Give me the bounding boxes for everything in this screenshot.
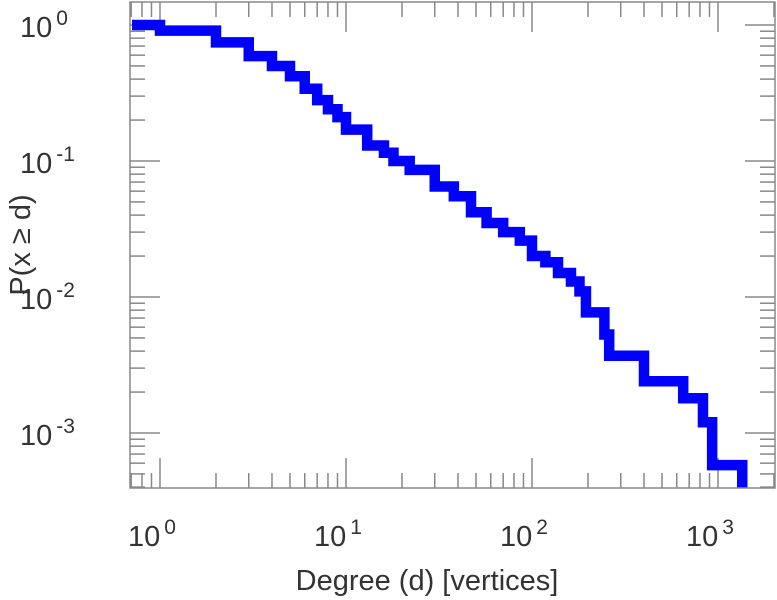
tick-base: 10 (314, 521, 346, 553)
tick-base: 10 (20, 12, 52, 44)
tick-base: 10 (128, 521, 160, 553)
series-line-ccdf (132, 19, 748, 488)
tick-base: 10 (500, 521, 532, 553)
tick-base: 10 (20, 284, 52, 316)
axis-ticks (130, 2, 775, 488)
tick-base: 10 (20, 148, 52, 180)
tick-exponent: -3 (56, 415, 75, 438)
x-tick-label: 10 3 (686, 516, 734, 553)
tick-exponent: 3 (722, 516, 734, 539)
y-tick-label: 10 -1 (20, 143, 75, 180)
tick-exponent: -2 (56, 279, 75, 302)
x-tick-label: 10 0 (128, 516, 176, 553)
x-tick-label: 10 2 (500, 516, 548, 553)
tick-base: 10 (20, 420, 52, 452)
tick-exponent: 0 (164, 516, 176, 539)
tick-exponent: 1 (350, 516, 362, 539)
x-axis-label: Degree (d) [vertices] (296, 565, 559, 597)
tick-exponent: -1 (56, 143, 75, 166)
plot-frame (129, 1, 776, 489)
tick-base: 10 (686, 521, 718, 553)
y-axis-label: P(x ≥ d) (5, 194, 37, 295)
y-tick-label: 10 -2 (20, 279, 75, 316)
tick-exponent: 0 (56, 7, 68, 30)
y-tick-label: 10 -3 (20, 415, 75, 452)
tick-exponent: 2 (536, 516, 548, 539)
x-tick-label: 10 1 (314, 516, 362, 553)
x-tick-labels: 10 0 10 1 10 2 10 3 (128, 516, 734, 553)
y-tick-label: 10 0 (20, 7, 68, 44)
